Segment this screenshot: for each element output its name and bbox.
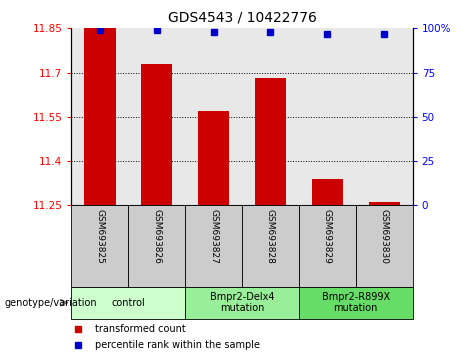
Bar bbox=[356, 28, 413, 205]
Bar bbox=[71, 205, 128, 287]
Bar bbox=[299, 287, 413, 319]
Bar bbox=[128, 28, 185, 205]
Bar bbox=[312, 179, 343, 205]
Bar bbox=[356, 205, 413, 287]
Text: control: control bbox=[112, 298, 145, 308]
Bar bbox=[128, 205, 185, 287]
Bar bbox=[368, 202, 400, 205]
Bar bbox=[71, 28, 128, 205]
Text: Bmpr2-Delx4
mutation: Bmpr2-Delx4 mutation bbox=[210, 292, 274, 314]
Text: Bmpr2-R899X
mutation: Bmpr2-R899X mutation bbox=[322, 292, 390, 314]
Text: GSM693827: GSM693827 bbox=[209, 209, 218, 264]
Bar bbox=[71, 287, 185, 319]
Title: GDS4543 / 10422776: GDS4543 / 10422776 bbox=[168, 10, 316, 24]
Bar bbox=[242, 205, 299, 287]
Bar bbox=[185, 28, 242, 205]
Bar bbox=[299, 28, 356, 205]
Text: GSM693830: GSM693830 bbox=[380, 209, 389, 264]
Bar bbox=[255, 79, 286, 205]
Text: GSM693828: GSM693828 bbox=[266, 209, 275, 264]
Bar bbox=[299, 205, 356, 287]
Bar bbox=[185, 287, 299, 319]
Bar bbox=[141, 64, 172, 205]
Text: percentile rank within the sample: percentile rank within the sample bbox=[95, 340, 260, 350]
Text: transformed count: transformed count bbox=[95, 324, 186, 333]
Text: GSM693825: GSM693825 bbox=[95, 209, 104, 264]
Text: GSM693829: GSM693829 bbox=[323, 209, 332, 264]
Text: genotype/variation: genotype/variation bbox=[5, 298, 97, 308]
Bar bbox=[84, 28, 116, 205]
Text: GSM693826: GSM693826 bbox=[152, 209, 161, 264]
Bar bbox=[242, 28, 299, 205]
Bar bbox=[185, 205, 242, 287]
Bar bbox=[198, 111, 229, 205]
